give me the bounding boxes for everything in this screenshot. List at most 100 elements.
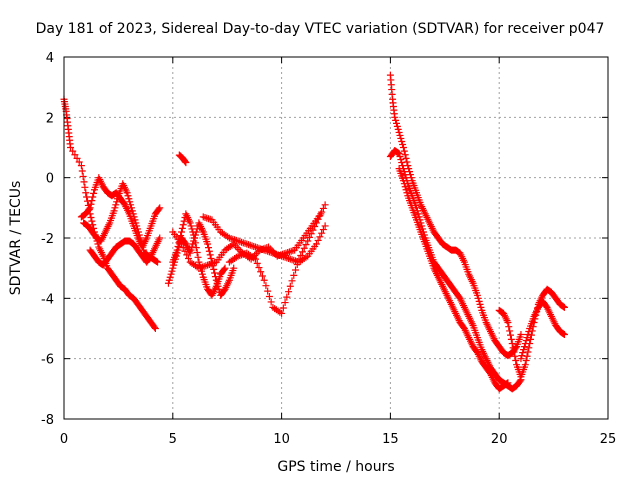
data-point-plus-marker: [135, 231, 143, 239]
data-point-plus-marker: [304, 237, 312, 245]
data-point-plus-marker: [194, 253, 202, 261]
data-point-plus-marker: [394, 125, 402, 133]
data-point-plus-marker: [318, 208, 326, 216]
data-point-plus-marker: [85, 205, 93, 213]
data-point-plus-marker: [403, 158, 411, 166]
data-point-plus-marker: [265, 293, 273, 301]
data-point-plus-marker: [211, 269, 219, 277]
data-point-plus-marker: [281, 299, 289, 307]
data-point-plus-marker: [134, 225, 142, 233]
data-series: [517, 297, 568, 363]
data-point-plus-marker: [395, 128, 403, 136]
data-point-plus-marker: [258, 272, 266, 280]
data-point-plus-marker: [245, 241, 253, 249]
data-point-plus-marker: [179, 244, 187, 252]
data-point-plus-marker: [181, 247, 189, 255]
y-tick-label: 2: [46, 111, 54, 126]
data-point-plus-marker: [286, 282, 294, 290]
data-point-plus-marker: [169, 264, 177, 272]
data-point-plus-marker: [321, 201, 329, 209]
data-point-plus-marker: [81, 183, 89, 191]
data-point-plus-marker: [311, 223, 319, 231]
data-point-plus-marker: [69, 147, 77, 155]
data-point-plus-marker: [165, 276, 173, 284]
data-point-plus-marker: [248, 242, 256, 250]
data-point-plus-marker: [477, 303, 485, 311]
data-point-plus-marker: [403, 189, 411, 197]
data-point-plus-marker: [393, 122, 401, 130]
data-point-plus-marker: [560, 330, 568, 338]
data-point-plus-marker: [392, 119, 400, 127]
data-point-plus-marker: [309, 226, 317, 234]
data-point-plus-marker: [241, 239, 249, 247]
data-point-plus-marker: [164, 279, 172, 287]
data-point-plus-marker: [264, 287, 272, 295]
data-point-plus-marker: [257, 268, 265, 276]
data-point-plus-marker: [132, 219, 140, 227]
data-point-plus-marker: [319, 226, 327, 234]
y-tick-label: 4: [46, 51, 54, 66]
data-point-plus-marker: [110, 207, 118, 215]
data-point-plus-marker: [260, 276, 268, 284]
data-point-plus-marker: [399, 177, 407, 185]
data-point-plus-marker: [134, 228, 142, 236]
data-point-plus-marker: [292, 266, 300, 274]
data-point-plus-marker: [73, 154, 81, 162]
data-point-plus-marker: [288, 256, 296, 264]
data-point-plus-marker: [394, 149, 402, 157]
data-series: [199, 213, 329, 266]
data-point-plus-marker: [396, 153, 404, 161]
data-point-plus-marker: [510, 348, 518, 356]
data-point-plus-marker: [130, 213, 138, 221]
data-point-plus-marker: [255, 264, 263, 272]
data-series: [86, 234, 164, 269]
data-point-plus-marker: [129, 210, 137, 218]
data-point-plus-marker: [302, 241, 310, 249]
data-series: [175, 151, 190, 167]
data-series: [386, 147, 525, 393]
data-point-plus-marker: [153, 258, 161, 266]
data-point-plus-marker: [560, 303, 568, 311]
data-point-plus-marker: [126, 198, 134, 206]
data-point-plus-marker: [298, 248, 306, 256]
x-tick-label: 5: [169, 432, 177, 447]
data-point-plus-marker: [71, 151, 79, 159]
data-point-plus-marker: [507, 335, 515, 343]
data-point-plus-marker: [154, 258, 162, 266]
data-point-plus-marker: [79, 172, 87, 180]
data-point-plus-marker: [204, 215, 212, 223]
data-point-plus-marker: [188, 243, 196, 251]
data-point-plus-marker: [155, 205, 163, 213]
data-point-plus-marker: [184, 255, 192, 263]
data-point-plus-marker: [250, 242, 258, 250]
data-point-plus-marker: [131, 216, 139, 224]
data-point-plus-marker: [82, 189, 90, 197]
data-point-plus-marker: [138, 240, 146, 248]
data-point-plus-marker: [400, 180, 408, 188]
data-point-plus-marker: [520, 346, 528, 354]
data-point-plus-marker: [151, 323, 159, 331]
data-point-plus-marker: [123, 189, 131, 197]
data-point-plus-marker: [314, 236, 322, 244]
data-point-plus-marker: [179, 221, 187, 229]
data-series: [80, 180, 162, 266]
data-point-plus-marker: [506, 327, 514, 335]
data-point-plus-marker: [522, 356, 530, 364]
data-point-plus-marker: [86, 204, 94, 212]
data-point-plus-marker: [84, 197, 92, 205]
data-point-plus-marker: [183, 251, 191, 259]
x-tick-label: 25: [600, 432, 617, 447]
data-point-plus-marker: [402, 154, 410, 162]
data-point-plus-marker: [89, 193, 97, 201]
data-point-plus-marker: [279, 304, 287, 312]
data-point-plus-marker: [251, 255, 259, 263]
data-point-plus-marker: [230, 264, 238, 272]
data-point-plus-marker: [89, 221, 97, 229]
data-point-plus-marker: [511, 352, 519, 360]
data-point-plus-marker: [125, 195, 133, 203]
data-point-plus-marker: [512, 356, 520, 364]
grid-lines: [64, 57, 608, 419]
data-point-plus-marker: [178, 228, 186, 236]
data-point-plus-marker: [83, 193, 91, 201]
data-point-plus-marker: [166, 273, 174, 281]
